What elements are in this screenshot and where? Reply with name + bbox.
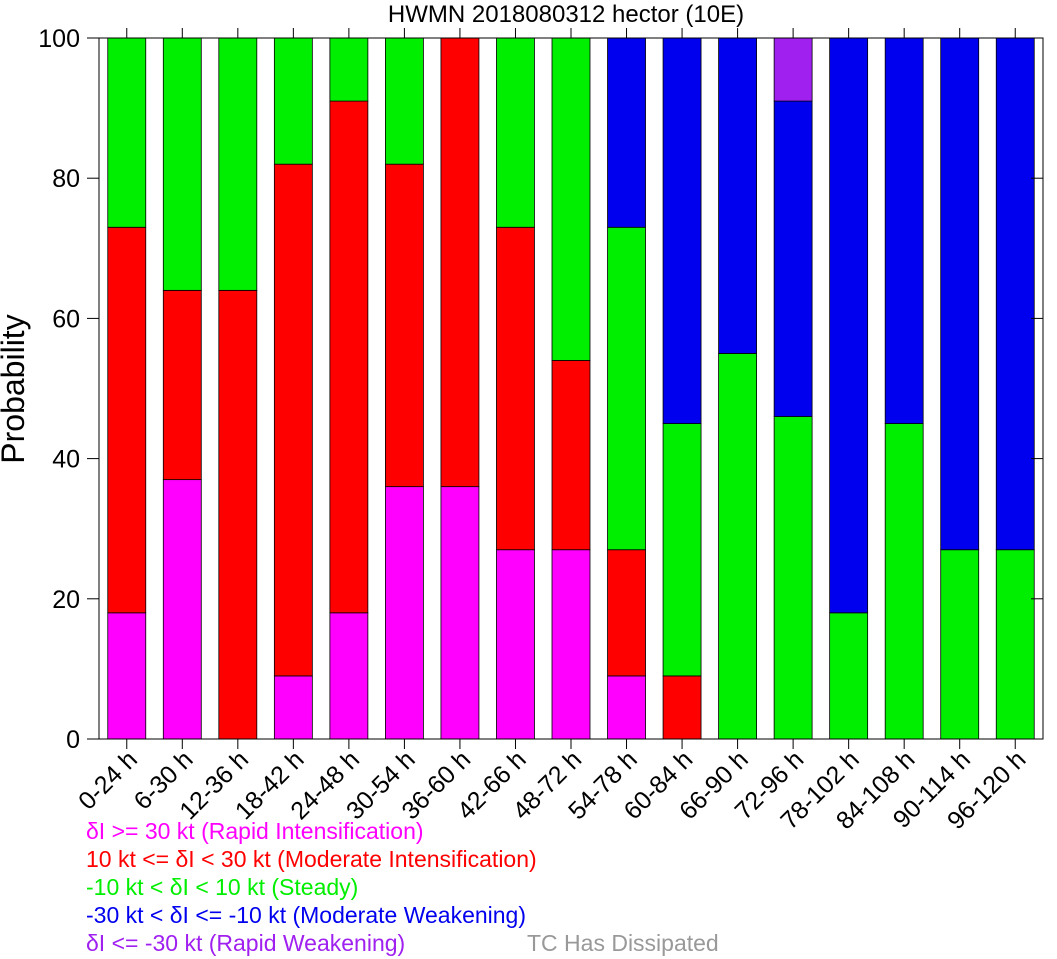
bar-segment-steady: [162, 37, 202, 291]
bar-segment-steady: [607, 226, 646, 551]
bar-segment-moderate-intensification: [496, 226, 535, 551]
bar-segment-steady: [940, 549, 980, 740]
bar-segment-steady: [273, 37, 313, 165]
bar-segment-moderate-weakening: [662, 37, 702, 424]
bar-segment-moderate-intensification: [440, 37, 480, 488]
legend-item-rapid-intensification: δI >= 30 kt (Rapid Intensification): [86, 818, 424, 844]
bar-segment-moderate-intensification: [662, 675, 702, 740]
bar-segment-moderate-weakening: [607, 37, 646, 228]
bar-segment-moderate-intensification: [329, 100, 369, 614]
bar-segment-steady: [718, 353, 757, 740]
bar-segment-rapid-intensification: [329, 612, 369, 740]
bar-segment-rapid-intensification: [162, 479, 202, 740]
legend-item-rapid-weakening: δI <= -30 kt (Rapid Weakening): [86, 930, 406, 956]
bar-segment-moderate-weakening: [995, 37, 1035, 551]
bar-segment-moderate-intensification: [273, 163, 313, 677]
bar-segment-steady: [662, 423, 702, 677]
legend-item-moderate-weakening: -30 kt < δI <= -10 kt (Moderate Weakenin…: [86, 902, 527, 928]
y-tick-label: 80: [52, 165, 80, 193]
y-tick-label: 40: [52, 446, 80, 474]
bar-segment-steady: [829, 612, 869, 740]
bar-segment-steady: [107, 37, 147, 228]
bar-segment-moderate-weakening: [829, 37, 869, 614]
bar-segment-rapid-intensification: [273, 675, 313, 740]
y-axis-label: Probability: [0, 314, 31, 463]
bar-segment-moderate-intensification: [162, 289, 202, 481]
bars-group: [107, 37, 1035, 740]
bar-segment-steady: [496, 37, 535, 228]
y-tick-label: 100: [38, 25, 80, 53]
bar-segment-rapid-intensification: [440, 486, 480, 740]
y-tick-label: 20: [52, 586, 80, 614]
bar-segment-steady: [218, 37, 258, 291]
bar-segment-rapid-intensification: [607, 675, 646, 740]
bar-segment-steady: [385, 37, 424, 165]
y-tick-label: 60: [52, 305, 80, 333]
bar-segment-moderate-weakening: [884, 37, 924, 424]
chart-title: HWMN 2018080312 hector (10E): [388, 1, 744, 28]
bar-segment-moderate-intensification: [607, 549, 646, 677]
bar-segment-moderate-intensification: [385, 163, 424, 488]
bar-segment-moderate-intensification: [218, 289, 258, 740]
bar-segment-steady: [773, 416, 813, 740]
bar-segment-moderate-intensification: [551, 360, 591, 551]
x-tick-label: 0-24 h: [73, 745, 143, 815]
legend-dissipated-note: TC Has Dissipated: [527, 930, 719, 956]
bar-segment-steady: [551, 37, 591, 361]
bar-segment-steady: [995, 549, 1035, 740]
legend-item-steady: -10 kt < δI < 10 kt (Steady): [86, 874, 359, 900]
y-tick-label: 0: [66, 726, 80, 754]
bar-segment-moderate-weakening: [718, 37, 757, 354]
bar-segment-rapid-intensification: [385, 486, 424, 740]
bar-segment-moderate-weakening: [940, 37, 980, 551]
bar-segment-rapid-intensification: [496, 549, 535, 740]
bar-segment-rapid-weakening: [773, 37, 813, 102]
bar-segment-rapid-intensification: [107, 612, 147, 740]
bar-segment-rapid-intensification: [551, 549, 591, 740]
bar-segment-steady: [884, 423, 924, 740]
bar-segment-steady: [329, 37, 369, 102]
bar-segment-moderate-weakening: [773, 100, 813, 417]
legend-item-moderate-intensification: 10 kt <= δI < 30 kt (Moderate Intensific…: [86, 846, 537, 872]
bar-segment-moderate-intensification: [107, 226, 147, 614]
